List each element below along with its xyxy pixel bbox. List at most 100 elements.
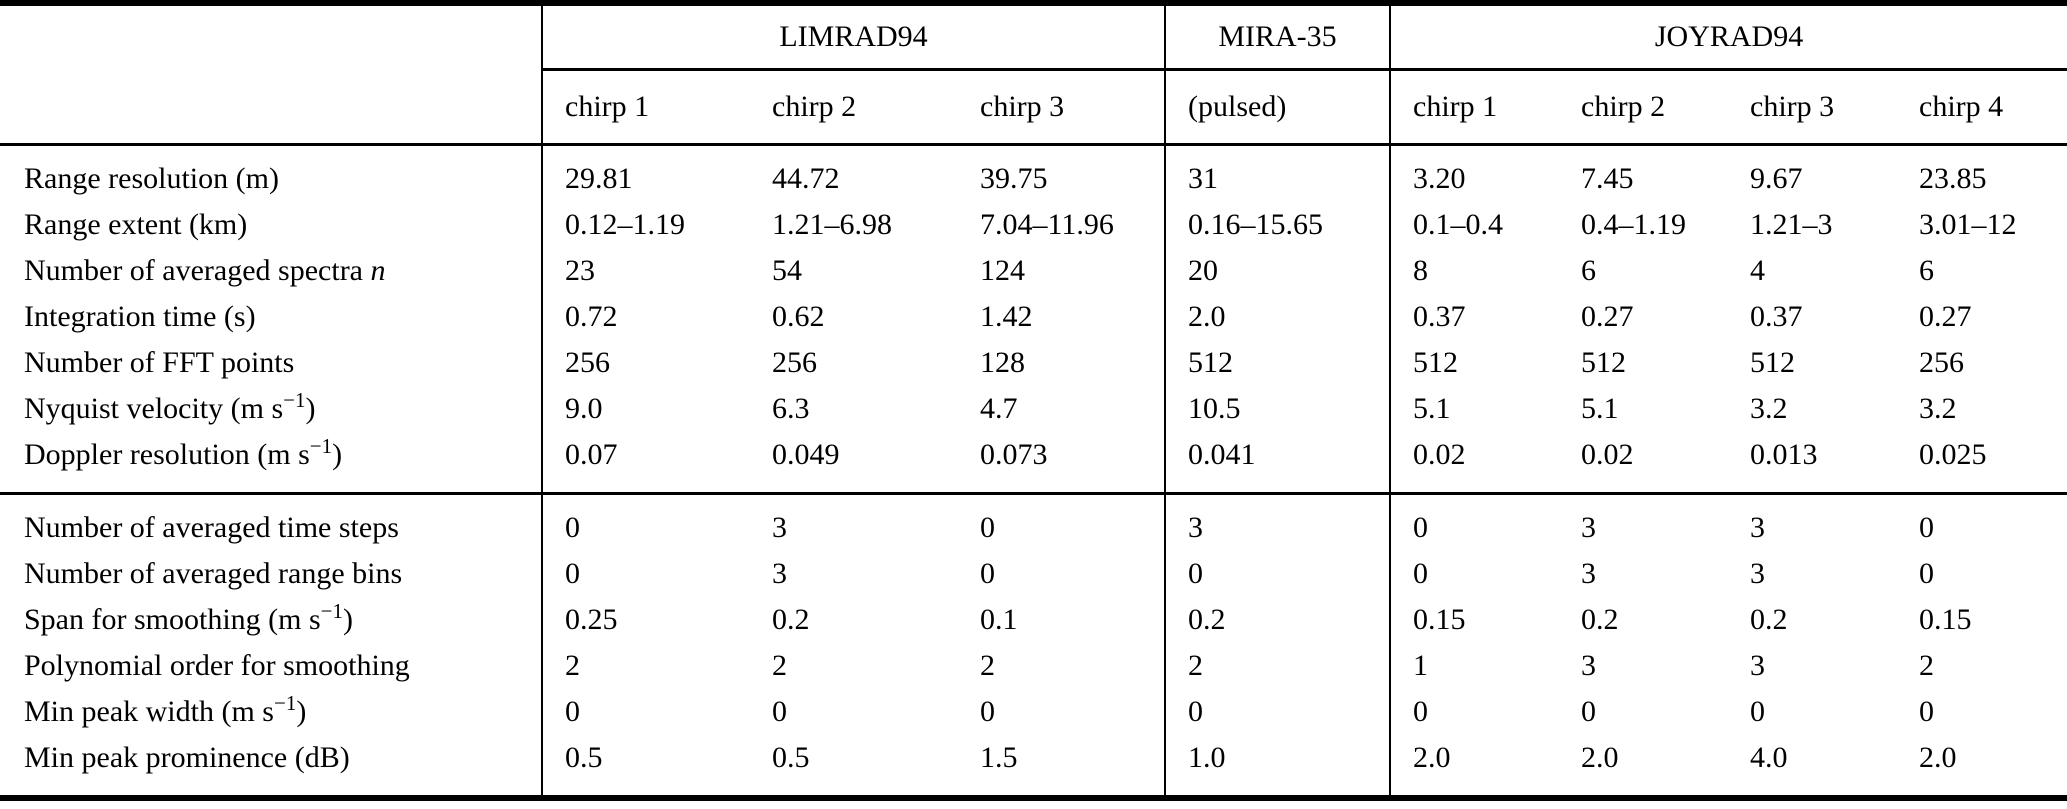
cell-value: 256 — [772, 346, 817, 379]
cell-value: 3 — [772, 557, 787, 590]
cell-value: 0.2 — [1164, 597, 1391, 643]
cell-value: 3 — [772, 511, 787, 544]
cell-value: 39.75 — [980, 162, 1048, 195]
cell-value: 7.45 — [1581, 162, 1634, 195]
cell-value: 0.37 — [1389, 294, 1560, 340]
cell-value: 256 — [541, 340, 750, 386]
row-label: Nyquist velocity (m s−1) — [24, 388, 316, 426]
cell-value: 2 — [980, 649, 995, 682]
table-row: Polynomial order for smoothing 2 2 2 2 1 3 3 2 — [0, 643, 2067, 689]
cell-value: 0 — [1164, 551, 1391, 597]
cell-value: 6 — [1581, 254, 1597, 287]
cell-value: 124 — [980, 254, 1025, 287]
cell-value: 0.27 — [1581, 300, 1634, 333]
cell-value: 3 — [1581, 649, 1597, 682]
cell-value: 512 — [1750, 346, 1796, 379]
cell-value: 0 — [1389, 689, 1560, 735]
group-header-mira35: MIRA-35 — [1164, 3, 1391, 71]
cell-value: 2.0 — [1389, 735, 1560, 798]
row-label: Min peak prominence (dB) — [24, 741, 350, 774]
cell-value: 2 — [772, 649, 787, 682]
cell-value: 5.1 — [1389, 386, 1560, 432]
group-header-limrad94: LIMRAD94 — [540, 3, 1166, 71]
cell-value: 512 — [1389, 340, 1560, 386]
cell-value: 1.21–3 — [1750, 208, 1833, 241]
cell-value: 3.2 — [1919, 392, 1957, 425]
cell-value: 5.1 — [1581, 392, 1619, 425]
cell-value: 0.12–1.19 — [541, 202, 750, 248]
row-label: Polynomial order for smoothing — [24, 649, 410, 682]
cell-value: 4 — [1750, 254, 1766, 287]
table-row: Integration time (s) 0.72 0.62 1.42 2.0 0.37 0… — [0, 294, 2067, 340]
cell-value: 3 — [1750, 557, 1766, 590]
column-header-chirp-1: chirp 1 — [541, 69, 750, 146]
cell-value: 0.5 — [772, 741, 810, 774]
cell-value: 1.0 — [1164, 735, 1391, 798]
cell-value: 0.1 — [980, 603, 1018, 636]
cell-value: 0.72 — [541, 294, 750, 340]
cell-value: 2 — [541, 643, 750, 689]
cell-value: 3 — [1750, 649, 1766, 682]
cell-value: 2 — [1164, 643, 1391, 689]
cell-value: 0.37 — [1750, 300, 1803, 333]
cell-value: 0 — [980, 511, 995, 544]
table-row: Min peak width (m s−1) 0 0 0 0 0 0 0 0 — [0, 689, 2067, 735]
cell-value: 0.15 — [1919, 603, 1972, 636]
cell-value: 0 — [980, 695, 995, 728]
cell-value: 512 — [1581, 346, 1627, 379]
row-label: Number of averaged time steps — [24, 511, 399, 544]
row-label: Range resolution (m) — [24, 162, 279, 195]
cell-value: 29.81 — [541, 144, 750, 202]
cell-value: 31 — [1164, 144, 1391, 202]
column-header-chirp-1: chirp 1 — [1389, 69, 1560, 146]
cell-value: 2.0 — [1919, 741, 1957, 774]
cell-value: 3.20 — [1389, 144, 1560, 202]
row-label: Min peak width (m s−1) — [24, 691, 307, 729]
cell-value: 0 — [1919, 695, 1935, 728]
cell-value: 0 — [980, 557, 995, 590]
row-label: Number of averaged spectra n — [24, 254, 386, 287]
table-section-processing-settings: Number of averaged time steps 0 3 0 3 0 3 3 0 Num… — [0, 493, 2067, 798]
cell-value: 0 — [1750, 695, 1766, 728]
cell-value: 0.5 — [541, 735, 750, 798]
row-label: Integration time (s) — [24, 300, 256, 333]
cell-value: 6 — [1919, 254, 1935, 287]
table-row: Span for smoothing (m s−1) 0.25 0.2 0.1 0.2 0… — [0, 597, 2067, 643]
cell-value: 0 — [1389, 493, 1560, 551]
cell-value: 256 — [1919, 346, 1965, 379]
cell-value: 9.0 — [541, 386, 750, 432]
group-header-row: LIMRAD94 MIRA-35 JOYRAD94 — [0, 3, 2067, 146]
table-row: Doppler resolution (m s−1) 0.07 0.049 0.073… — [0, 432, 2067, 495]
table-section-radar-settings: Range resolution (m) 29.81 44.72 39.75 31 3.2… — [0, 144, 2067, 495]
cell-value: 0 — [1581, 695, 1597, 728]
cell-value: 0.62 — [772, 300, 825, 333]
cell-value: 4.7 — [980, 392, 1018, 425]
column-header-chirp-3: chirp 3 — [958, 69, 1166, 146]
row-label: Doppler resolution (m s−1) — [0, 432, 542, 495]
cell-value: 0 — [541, 689, 750, 735]
row-label: Number of FFT points — [24, 346, 295, 379]
cell-value: 3 — [1750, 511, 1766, 544]
row-label: Range extent (km) — [24, 208, 248, 241]
cell-value: 3 — [1164, 493, 1391, 551]
subheader-row: chirp 1 chirp 2 chirp 3 (pulsed) chirp 1 chir… — [0, 69, 2067, 146]
cell-value: 6.3 — [772, 392, 810, 425]
cell-value: 0.013 — [1728, 432, 1898, 495]
cell-value: 0.07 — [541, 432, 750, 495]
column-header-chirp-2: chirp 2 — [750, 69, 958, 146]
cell-value: 0.049 — [750, 432, 958, 495]
corner-cell — [0, 3, 542, 146]
cell-value: 0.02 — [1389, 432, 1560, 495]
column-header-chirp-3: chirp 3 — [1728, 69, 1898, 146]
cell-value: 1 — [1389, 643, 1560, 689]
cell-value: 0.1–0.4 — [1389, 202, 1560, 248]
table-row: Number of averaged time steps 0 3 0 3 0 3 3 0 — [0, 493, 2067, 551]
cell-value: 0.2 — [1750, 603, 1788, 636]
cell-value: 0.2 — [1581, 603, 1619, 636]
cell-value: 1.21–6.98 — [772, 208, 892, 241]
cell-value: 0.27 — [1919, 300, 1972, 333]
cell-value: 0 — [1919, 511, 1935, 544]
row-label: Number of averaged range bins — [24, 557, 403, 590]
